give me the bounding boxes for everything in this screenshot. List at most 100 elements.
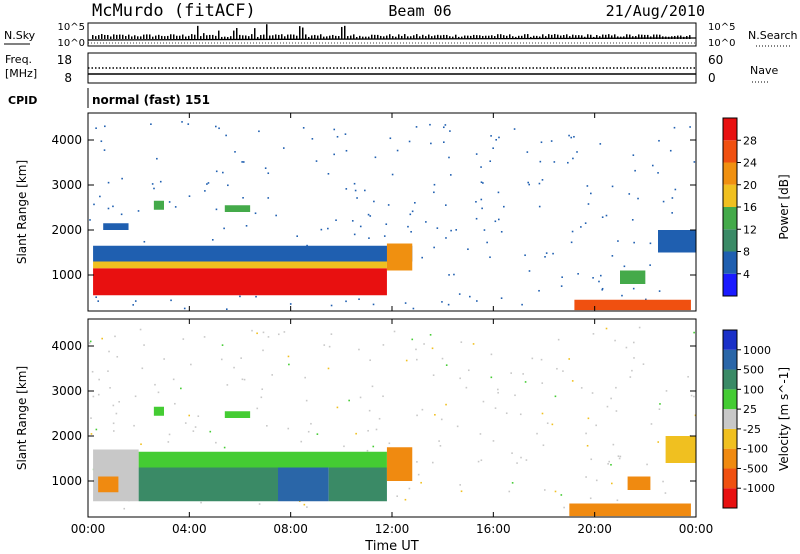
velocity-data-cell [98, 476, 119, 493]
velocity-speck [694, 414, 697, 417]
power-speck [289, 303, 292, 305]
velocity-speck [95, 428, 98, 431]
velocity-panel: 00:00 04:00 08:00 12:00 16:00 20:00 00:00 1000 2… [15, 318, 791, 536]
velocity-speck [366, 449, 369, 452]
power-speck [621, 294, 623, 297]
velocity-speck [192, 430, 195, 432]
velocity-speck [617, 455, 620, 457]
colorbar-tick-label: 24 [743, 157, 757, 170]
nsky-tick-low: 10^0 [58, 38, 85, 49]
power-speck [211, 239, 214, 241]
velocity-speck [233, 366, 235, 369]
power-speck [369, 215, 372, 217]
velocity-speck [133, 424, 135, 427]
velocity-data-cell [569, 503, 691, 517]
colorbar-tick-label: 20 [743, 179, 757, 192]
velocity-speck [614, 339, 616, 342]
velocity-speck [168, 433, 171, 436]
velocity-speck [431, 347, 434, 350]
power-speck [490, 135, 492, 137]
power-speck [153, 187, 155, 190]
velocity-speck [143, 344, 145, 346]
power-speck [632, 287, 635, 290]
power-speck [150, 123, 152, 125]
power-speck [174, 206, 177, 208]
power-speck [345, 188, 348, 190]
power-speck [367, 213, 370, 216]
velocity-speck [642, 363, 645, 365]
power-speck [333, 153, 335, 156]
power-speck [441, 301, 443, 303]
power-speck [433, 191, 435, 194]
velocity-speck [417, 473, 420, 476]
y-axis-label: Slant Range [km] [15, 160, 29, 264]
power-speck [391, 173, 394, 176]
velocity-speck [658, 408, 661, 410]
velocity-speck [303, 503, 306, 506]
power-speck [415, 126, 418, 128]
velocity-speck [508, 490, 511, 493]
velocity-data-cell [138, 451, 387, 468]
velocity-speck [163, 358, 165, 360]
velocity-speck [459, 377, 461, 380]
nsky-tick-high: 10^5 [58, 22, 85, 33]
power-speck [568, 134, 570, 137]
colorbar-swatch [723, 251, 737, 274]
velocity-speck [90, 433, 93, 435]
velocity-speck [416, 358, 418, 361]
power-speck [356, 197, 358, 199]
velocity-speck [615, 410, 618, 412]
power-speck [134, 300, 137, 302]
power-speck [374, 156, 377, 159]
power-speck [242, 161, 245, 163]
power-speck [611, 185, 614, 188]
velocity-speck [223, 446, 226, 449]
power-speck [637, 197, 639, 200]
power-speck [306, 244, 308, 247]
power-speck [433, 183, 436, 186]
noise-strip: N.Sky 10^5 10^0 10^5 10^0 N.Search [4, 22, 798, 49]
velocity-speck [439, 445, 442, 447]
power-speck [570, 241, 573, 244]
power-speck [492, 147, 494, 150]
power-speck [662, 200, 665, 203]
velocity-speck [415, 348, 417, 351]
x-tick-label: 16:00 [476, 522, 511, 536]
velocity-speck [429, 334, 432, 336]
power-speck [552, 252, 554, 255]
power-speck [242, 196, 244, 199]
velocity-speck [154, 383, 156, 386]
power-speck [151, 183, 154, 185]
power-speck [486, 241, 488, 244]
y-tick-label: 3000 [51, 178, 82, 192]
power-speck [93, 203, 95, 206]
power-speck [327, 172, 330, 175]
velocity-speck [306, 506, 308, 508]
power-speck [500, 297, 503, 299]
velocity-speck [375, 428, 378, 431]
power-speck [336, 135, 339, 138]
power-speck [573, 135, 575, 138]
velocity-speck [586, 444, 589, 447]
velocity-speck [432, 374, 435, 376]
velocity-speck [465, 386, 468, 389]
power-speck [359, 225, 362, 228]
velocity-speck [632, 341, 635, 344]
velocity-speck [592, 333, 595, 335]
colorbar-tick-label: 100 [743, 383, 764, 396]
power-data-cell [93, 268, 387, 296]
power-data-cell [574, 299, 691, 311]
velocity-speck [287, 355, 290, 358]
power-speck [513, 128, 516, 130]
velocity-speck [197, 415, 200, 417]
velocity-speck [388, 442, 391, 445]
velocity-speck [445, 403, 447, 406]
velocity-speck [650, 423, 653, 425]
power-speck [245, 225, 248, 227]
velocity-speck [203, 336, 206, 338]
power-speck [282, 147, 285, 149]
velocity-speck [109, 387, 111, 389]
velocity-speck [369, 359, 371, 362]
velocity-speck [423, 343, 425, 345]
